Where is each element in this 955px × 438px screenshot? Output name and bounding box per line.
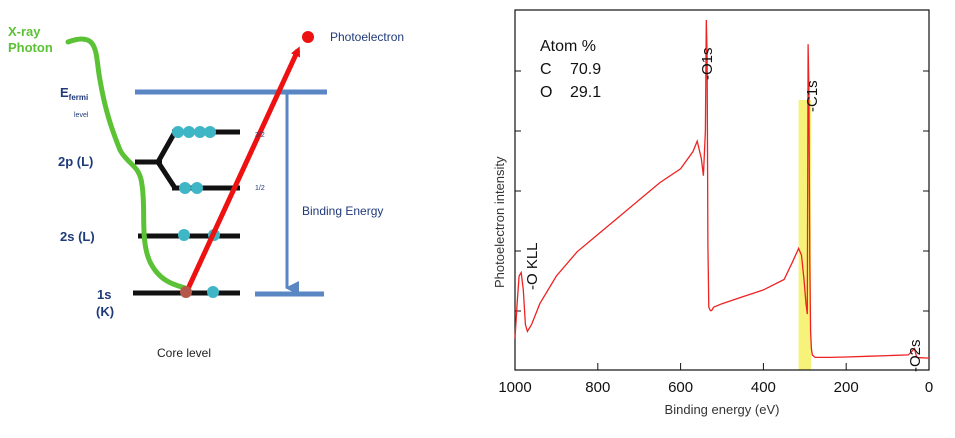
efermi-label: Efermi bbox=[60, 85, 88, 102]
photoelectron-label: Photoelectron bbox=[330, 30, 404, 44]
x-tick-label: 1000 bbox=[498, 379, 531, 396]
peak-label-c1s: -C1s bbox=[804, 80, 821, 112]
electron-2p12-2 bbox=[191, 182, 203, 194]
spectrum-series-line bbox=[514, 19, 929, 359]
efermi-level-label: level bbox=[74, 112, 89, 119]
electron-2p32-1 bbox=[172, 126, 184, 138]
electron-2p32-2 bbox=[183, 126, 195, 138]
core-level-caption: Core level bbox=[157, 346, 211, 360]
level-2p-label: 2p (L) bbox=[58, 154, 93, 169]
x-tick-label: 400 bbox=[751, 379, 776, 396]
level-1s-shell-label: (K) bbox=[96, 304, 114, 319]
level-2p-split bbox=[155, 130, 178, 190]
x-tick-label: 800 bbox=[585, 379, 610, 396]
atom-row-c-element: C bbox=[540, 61, 552, 78]
xray-label-line1: X-ray bbox=[8, 24, 41, 39]
x-ticks: 1000 800 600 400 200 0 bbox=[498, 363, 933, 396]
photoelectron-arrow bbox=[184, 46, 301, 293]
y-axis-label: Photoelectron intensity bbox=[492, 156, 507, 288]
x-tick-label: 0 bbox=[925, 379, 933, 396]
x-tick-label: 200 bbox=[834, 379, 859, 396]
binding-energy-label: Binding Energy bbox=[302, 204, 383, 218]
level-1s-label: 1s bbox=[97, 287, 111, 302]
y-ticks bbox=[515, 70, 929, 312]
peak-label-o2s: -O2s bbox=[907, 339, 924, 372]
sublevel-32-label: 3/2 bbox=[255, 132, 265, 139]
x-tick-label: 600 bbox=[668, 379, 693, 396]
electron-2p32-3 bbox=[194, 126, 206, 138]
core-hole bbox=[180, 286, 192, 298]
electron-2p32-4 bbox=[204, 126, 216, 138]
sublevel-12-label: 1/2 bbox=[255, 185, 265, 192]
xray-photon-path bbox=[65, 36, 188, 291]
electron-2s-1 bbox=[178, 229, 190, 241]
photoelectron-dot bbox=[302, 31, 314, 43]
xray-label-line2: Photon bbox=[8, 40, 53, 55]
plot-frame bbox=[514, 9, 930, 371]
peak-label-okll: -O KLL bbox=[524, 242, 541, 290]
atom-row-o-element: O bbox=[540, 84, 552, 101]
x-axis-label: Binding energy (eV) bbox=[665, 402, 780, 417]
xps-spectrum-chart: 1000 800 600 400 200 0 Atom % C 70.9 O 29.1 -… bbox=[492, 9, 933, 417]
atom-row-o-value: 29.1 bbox=[570, 84, 601, 101]
atom-table-title: Atom % bbox=[540, 38, 596, 55]
electron-1s bbox=[207, 286, 219, 298]
core-level-diagram: X-ray Photon Photoelectron Efermi level … bbox=[8, 24, 404, 360]
peak-label-o1s: -O1s bbox=[699, 47, 716, 80]
level-2s-label: 2s (L) bbox=[60, 229, 95, 244]
electron-2p12-1 bbox=[179, 182, 191, 194]
atom-row-c-value: 70.9 bbox=[570, 61, 601, 78]
